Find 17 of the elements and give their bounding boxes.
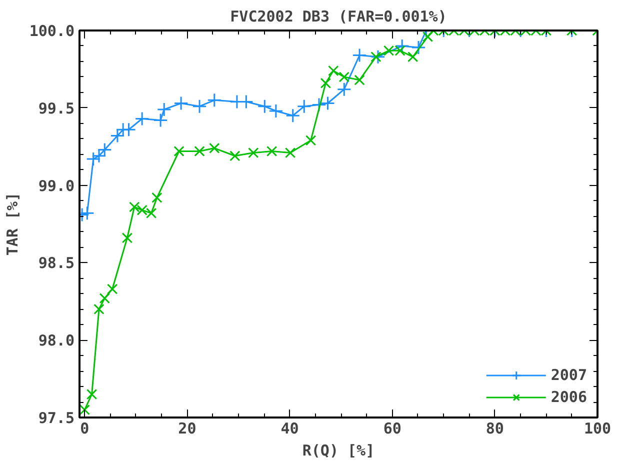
x-axis-title: R(Q) [%] [302, 442, 375, 460]
legend-label: 2006 [550, 388, 587, 406]
y-tick-label: 99.0 [38, 176, 74, 195]
x-tick-label: 80 [486, 420, 504, 438]
x-tick-label: 0 [80, 420, 90, 438]
y-axis-title: TAR [%] [3, 192, 22, 256]
legend-label: 2007 [550, 366, 587, 384]
y-tick-label: 99.5 [38, 99, 74, 118]
x-tick-label: 20 [178, 420, 196, 438]
chart-title: FVC2002 DB3 (FAR=0.001%) [230, 8, 447, 26]
y-tick-label: 98.5 [38, 254, 74, 272]
y-tick-label: 98.0 [38, 332, 74, 350]
x-tick-label: 40 [280, 420, 299, 438]
x-tick-label: 60 [383, 420, 402, 438]
y-tick-label: 100.0 [29, 22, 74, 40]
x-tick-label: 100 [584, 420, 612, 438]
y-tick-label: 97.5 [38, 409, 74, 427]
